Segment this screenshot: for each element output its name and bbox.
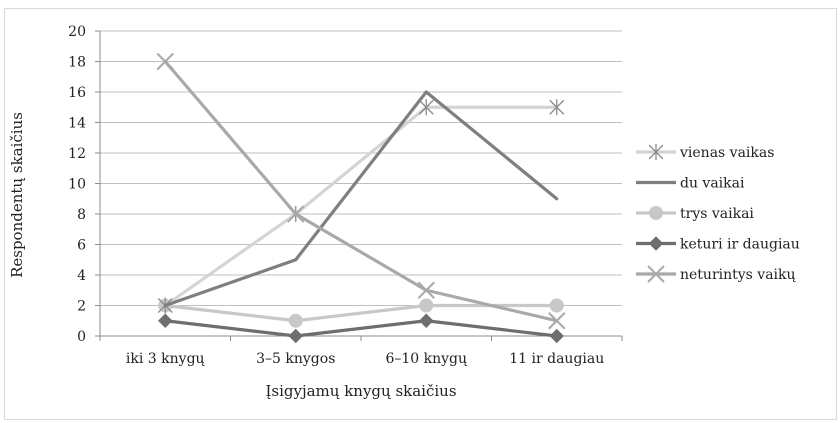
legend-label: neturintys vaikų	[680, 267, 797, 283]
x-tick-label: iki 3 knygų	[126, 351, 206, 367]
data-point	[418, 99, 434, 116]
y-tick-label: 20	[68, 24, 86, 40]
y-tick-label: 10	[68, 177, 86, 193]
legend-label: du vaikai	[680, 176, 745, 192]
series-line	[163, 105, 559, 308]
y-tick-label: 8	[77, 207, 86, 223]
y-tick-label: 16	[68, 85, 86, 101]
data-point	[648, 236, 664, 251]
gridlines	[100, 30, 622, 306]
series-trys-vaikai	[158, 298, 564, 328]
data-point	[287, 205, 305, 223]
y-tick-label: 4	[77, 268, 86, 284]
x-axis-title: Įsigyjamų knygų skaičius	[265, 382, 456, 400]
x-tick-labels: iki 3 knygų 3–5 knygos 6–10 knygų 11 ir dau…	[126, 351, 604, 367]
data-point-stroke	[156, 52, 174, 71]
legend-label: trys vaikai	[680, 206, 754, 222]
x-tick-label: 11 ir daugiau	[509, 351, 604, 367]
data-point-stroke	[287, 205, 305, 223]
axes	[95, 30, 623, 341]
legend-item: du vaikai	[636, 176, 745, 192]
series-line	[163, 59, 559, 323]
series-vienas-vaikas	[157, 99, 565, 314]
y-tick-label: 14	[68, 116, 86, 132]
data-point	[158, 313, 173, 328]
legend-item: trys vaikai	[636, 206, 754, 222]
series-du-vaikai	[163, 90, 559, 308]
y-tick-label: 0	[77, 329, 86, 345]
data-point-stroke	[548, 312, 566, 330]
x-tick-label: 3–5 knygos	[256, 351, 335, 367]
y-axis-title: Respondentų skaičius	[8, 112, 26, 278]
series-line	[163, 319, 559, 338]
y-tick-label: 18	[68, 55, 86, 71]
legend-item: keturi ir daugiau	[636, 236, 800, 253]
legend: vienas vaikas du vaikai trys vaikai keturi …	[636, 144, 800, 283]
y-tick-labels: 0 2 4 6 8 10 12 14 16 18 20	[68, 24, 86, 345]
data-point	[156, 52, 174, 71]
data-point	[417, 281, 435, 299]
legend-item: vienas vaikas	[636, 144, 774, 161]
series-line	[163, 90, 559, 308]
series-layer	[156, 52, 566, 344]
x-tick-label: 6–10 knygų	[385, 351, 468, 367]
data-point	[549, 328, 564, 344]
y-tick-label: 12	[68, 146, 86, 162]
data-point	[288, 313, 303, 328]
y-tick-label: 2	[77, 299, 86, 315]
legend-label: keturi ir daugiau	[680, 237, 800, 253]
data-point	[288, 328, 303, 344]
legend-item: neturintys vaikų	[636, 265, 797, 283]
data-point	[647, 265, 665, 283]
data-point	[419, 313, 434, 328]
data-point-stroke	[417, 281, 435, 299]
series-keturi-ir-daugiau	[158, 313, 564, 344]
data-point	[648, 144, 664, 160]
y-tick-label: 6	[77, 238, 86, 254]
series-neturintys-vaikų	[156, 52, 566, 330]
data-point-stroke	[647, 265, 665, 283]
data-point	[548, 312, 566, 330]
legend-label: vienas vaikas	[679, 145, 774, 161]
data-point	[549, 298, 564, 313]
data-point	[419, 298, 434, 313]
data-point	[549, 99, 565, 116]
data-point	[649, 206, 663, 220]
